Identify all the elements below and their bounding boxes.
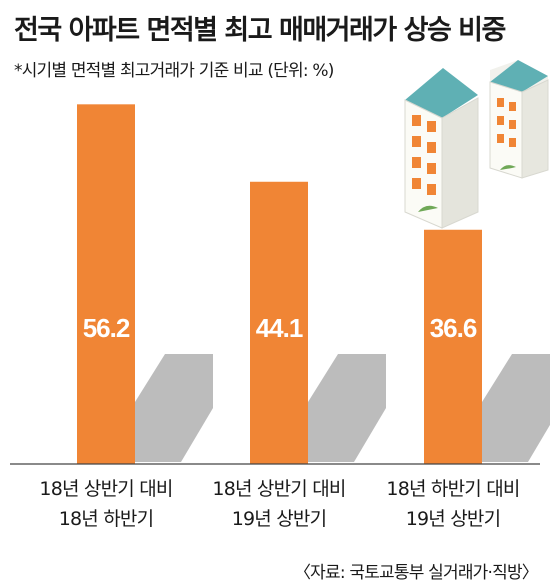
category-label-2: 18년 상반기 대비 19년 상반기 bbox=[190, 474, 368, 534]
source-note: 〈자료: 국토교통부 실거래가·직방〉 bbox=[293, 563, 539, 583]
value-label-2: 44.1 bbox=[256, 313, 303, 343]
category-label-line: 19년 상반기 bbox=[231, 508, 327, 530]
category-label-line: 18년 하반기 대비 bbox=[386, 478, 520, 500]
bar-shadow bbox=[308, 354, 386, 462]
chart-subtitle: *시기별 면적별 최고거래가 기준 비교 (단위: %) bbox=[14, 61, 334, 81]
value-label-3: 36.6 bbox=[430, 313, 477, 343]
bar-1 bbox=[77, 104, 135, 464]
category-label-3: 18년 하반기 대비 19년 상반기 bbox=[364, 474, 542, 534]
category-label-line: 18년 상반기 대비 bbox=[39, 478, 173, 500]
value-label-1: 56.2 bbox=[83, 313, 130, 343]
category-label-1: 18년 상반기 대비 18년 하반기 bbox=[17, 474, 195, 534]
apartment-illustration bbox=[404, 60, 549, 229]
chart-title: 전국 아파트 면적별 최고 매매거래가 상승 비중 bbox=[14, 15, 506, 46]
bar-shadow bbox=[482, 354, 550, 462]
category-label-line: 18년 하반기 bbox=[58, 508, 154, 530]
bar-3 bbox=[424, 229, 482, 464]
category-label-line: 18년 상반기 대비 bbox=[212, 478, 346, 500]
bar-2 bbox=[250, 181, 308, 464]
bar-shadow bbox=[135, 354, 213, 462]
category-label-line: 19년 상반기 bbox=[405, 508, 501, 530]
